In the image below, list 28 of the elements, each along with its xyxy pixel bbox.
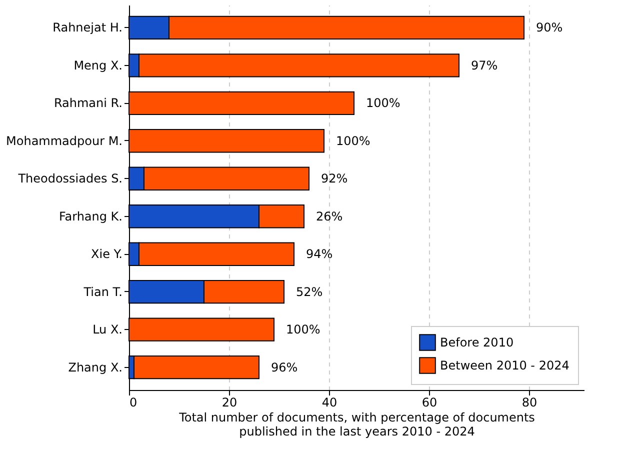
y-tick-label: Tian T. bbox=[82, 284, 122, 299]
y-tick-label: Lu X. bbox=[92, 322, 122, 337]
annotation: 100% bbox=[286, 322, 320, 337]
annotation: 94% bbox=[306, 247, 333, 262]
annotation: 90% bbox=[536, 20, 563, 35]
annotation: 100% bbox=[336, 134, 370, 148]
annotation: 96% bbox=[271, 360, 298, 374]
y-tick-label: Meng X. bbox=[74, 58, 122, 72]
y-tick-label: Mohammadpour M. bbox=[6, 134, 122, 148]
y-tick-label: Farhang K. bbox=[58, 209, 122, 224]
legend-label: Before 2010 bbox=[440, 336, 514, 350]
x-tick-label: 40 bbox=[322, 396, 338, 410]
annotation: 26% bbox=[316, 209, 343, 224]
y-tick-label: Rahmani R. bbox=[54, 96, 122, 110]
y-tick-label: Zhang X. bbox=[68, 360, 122, 374]
legend-label: Between 2010 - 2024 bbox=[440, 358, 570, 372]
annotation: 92% bbox=[321, 172, 348, 186]
x-tick-label: 60 bbox=[422, 396, 438, 410]
x-tick-label: 80 bbox=[522, 396, 538, 410]
y-tick-label: Theodossiades S. bbox=[17, 172, 122, 186]
y-tick-label: Xie Y. bbox=[91, 247, 122, 262]
x-axis-title: Total number of documents, with percentage of documents published in the last years 2010 - 2024 bbox=[178, 410, 535, 438]
annotation: 97% bbox=[471, 58, 498, 72]
annotation: 100% bbox=[366, 96, 400, 110]
x-tick-label: 20 bbox=[222, 396, 238, 410]
annotation: 52% bbox=[296, 284, 323, 299]
y-tick-label: Rahnejat H. bbox=[52, 20, 122, 35]
x-tick-label: 0 bbox=[130, 396, 138, 410]
